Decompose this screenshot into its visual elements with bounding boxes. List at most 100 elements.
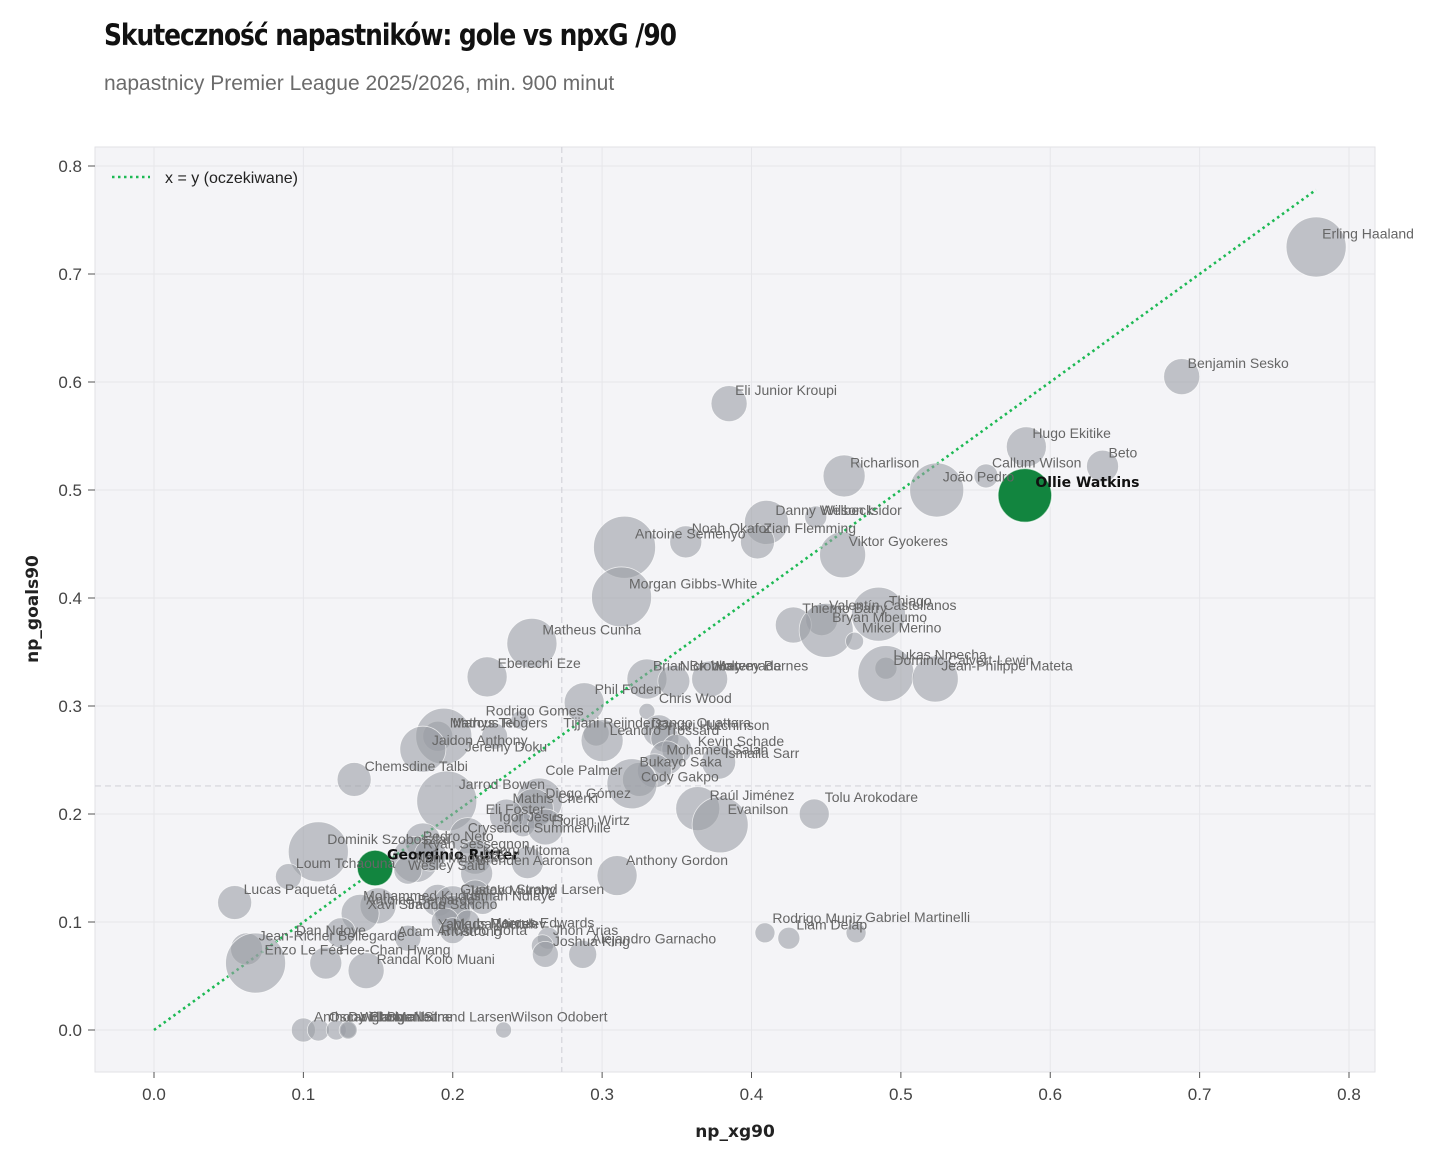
data-point [701,744,737,780]
labels-layer: Erling Haaland Benjamin Sesko Eli Junior K… [244,225,1414,1024]
x-axis-ticks: 0.0 0.1 0.2 0.3 0.4 0.5 0.6 0.7 0.8 [142,1072,1361,1104]
data-point [416,770,478,832]
data-point [822,454,866,498]
point-label: Lukas Nmecha [893,647,987,663]
data-point [510,710,530,730]
point-label: Gustavo Strand Larsen [460,881,604,897]
point-label: Loum Tchaouna [296,855,396,871]
point-label: Rodrigo Muniz [772,910,862,926]
x-tick-label: 0.2 [441,1085,465,1104]
point-label: Anthony Elanga [314,1008,413,1024]
point-label: Dan Ndoye [296,922,366,938]
point-label: Mads Roerslev [453,915,546,931]
data-point [399,725,447,773]
point-label: Diego Gómez [545,785,631,801]
point-label: Raúl Jiménez [710,787,795,803]
point-label: Florian Wirtz [551,812,630,828]
point-label: Brian Brobbey [653,657,742,673]
point-label: Igor Jesus [499,809,564,825]
point-label: Ricardo Horta [441,922,528,938]
point-label: Chris Wood [659,690,732,706]
point-label: Callum Wilson [992,454,1081,470]
data-point [1086,449,1119,483]
data-point [740,524,775,560]
point-label: Ryan Sessegnon [423,836,530,852]
point-label: Mohamed Salah [666,742,768,758]
diagonal-line-group [153,188,1317,1032]
data-point [393,855,423,885]
point-label: Anthony Gordon [626,852,728,868]
point-label: Jean-Ricner Bellegarde [259,927,406,943]
data-point [638,703,656,720]
point-label: Leandro Trossard [610,722,720,738]
point-label: Eli Junior Kroupi [735,382,837,398]
point-label: Kaoru Mitoma [483,842,570,858]
data-point [481,722,508,750]
point-label: Lucas Paquetá [244,881,338,897]
point-label: Jørgen Strand Larsen [377,1008,512,1024]
legend: x = y (oczekiwane) [112,170,298,187]
data-point [777,926,801,950]
point-label: Enzo Le Fée [265,941,345,957]
data-point [580,719,624,762]
point-label: Dango Ouattara [651,715,751,731]
data-point [606,758,658,810]
point-label: Bukayo Saka [639,753,722,769]
point-label: Hee-Chan Hwang [339,941,450,957]
data-point [909,462,965,518]
data-point [309,946,343,980]
point-label: Antoine Bernardo [366,892,475,908]
point-label: Dwight McNeil [348,1008,437,1024]
point-label: Mohammed Kudus [363,887,481,903]
data-point [495,1021,512,1039]
data-point [845,922,867,944]
point-label: Brenden Aaronson [477,852,593,868]
point-label: Tolu Arokodare [825,789,919,805]
data-point [1163,358,1201,396]
point-label: Mathys Tel [450,715,517,731]
y-tick-label: 0.5 [58,481,82,500]
points-layer [217,216,1347,1043]
point-label: Chemsdine Talbi [365,758,468,774]
data-point [506,617,558,669]
point-label: Dominik Szoboszlai [327,831,449,847]
y-axis-ticks: 0.0 0.1 0.2 0.3 0.4 0.5 0.6 0.7 0.8 [58,157,95,1040]
y-tick-label: 0.6 [58,373,82,392]
data-point [466,656,508,698]
point-label: Jeremy Doku [465,738,547,754]
data-point [798,603,854,658]
data-point [563,682,605,724]
x-tick-label: 0.4 [740,1085,764,1104]
point-label: Danny Welbeck [775,502,874,518]
x-tick-label: 0.8 [1337,1085,1361,1104]
y-tick-label: 0.0 [58,1021,82,1040]
point-label: Thiago [889,593,932,609]
data-point [394,924,422,952]
data-point [973,463,999,489]
point-label: Rodrigo Gomes [486,703,584,719]
point-label: Cody Gakpo [641,769,719,785]
point-label: Valentín Castellanos [829,597,956,613]
data-point [591,566,652,628]
data-point [845,631,864,651]
point-label: Benjamin Sesko [1188,355,1289,371]
data-point [336,762,372,797]
point-label: Randal Kolo Muani [377,951,495,967]
point-label: Beto [1109,445,1138,461]
y-tick-label: 0.7 [58,265,82,284]
y-tick-label: 0.8 [58,157,82,176]
x-tick-label: 0.5 [889,1085,913,1104]
point-label: Wilson Isidor [822,502,902,518]
point-label: Bryan Mbeumo [832,609,927,625]
point-label: Marcus Edwards [490,914,594,930]
data-point [568,940,598,969]
point-label: Mathis Cherki [513,790,599,806]
diagonal-line [153,188,1317,1032]
x-tick-label: 0.3 [590,1085,614,1104]
data-point [526,808,564,846]
data-point [691,796,749,854]
y-axis-title: np_goals90 [23,555,43,663]
data-point [531,941,559,968]
point-label: Viktor Gyokeres [849,533,948,549]
point-label: Adam Armstrong [397,923,501,939]
